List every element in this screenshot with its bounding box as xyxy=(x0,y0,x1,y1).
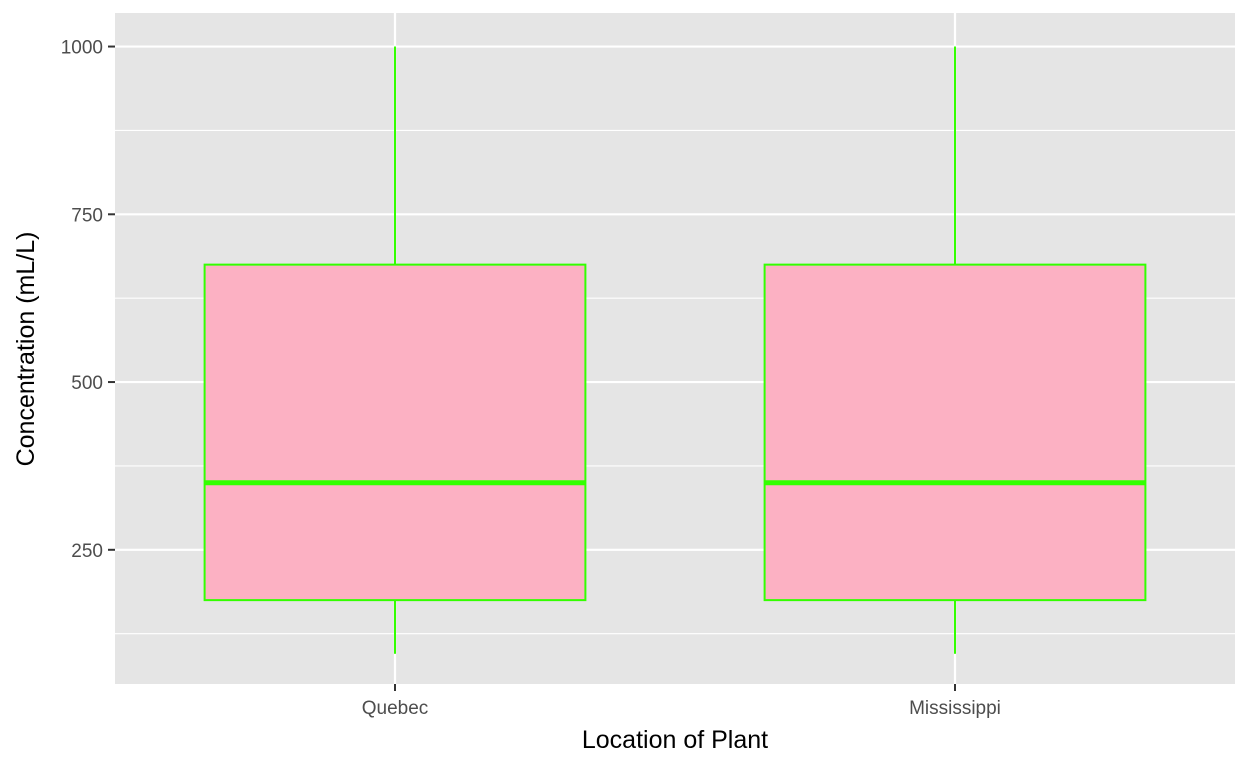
box-mississippi xyxy=(763,46,1147,654)
x-tick-label: Quebec xyxy=(362,698,429,719)
x-axis-title: Location of Plant xyxy=(582,726,768,754)
x-tick-label: Mississippi xyxy=(909,698,1001,719)
x-axis: Quebec Mississippi xyxy=(362,684,1001,719)
y-axis: 250 500 750 1000 xyxy=(61,38,115,562)
y-tick-label: 500 xyxy=(71,373,103,394)
y-tick-label: 750 xyxy=(71,205,103,226)
box-quebec xyxy=(203,46,587,654)
box-iqr xyxy=(763,263,1147,602)
box-series xyxy=(203,46,1147,654)
y-axis-title: Concentration (mL/L) xyxy=(12,232,40,467)
box-iqr xyxy=(203,263,587,602)
y-tick-label: 250 xyxy=(71,541,103,562)
y-tick-label: 1000 xyxy=(61,38,103,59)
